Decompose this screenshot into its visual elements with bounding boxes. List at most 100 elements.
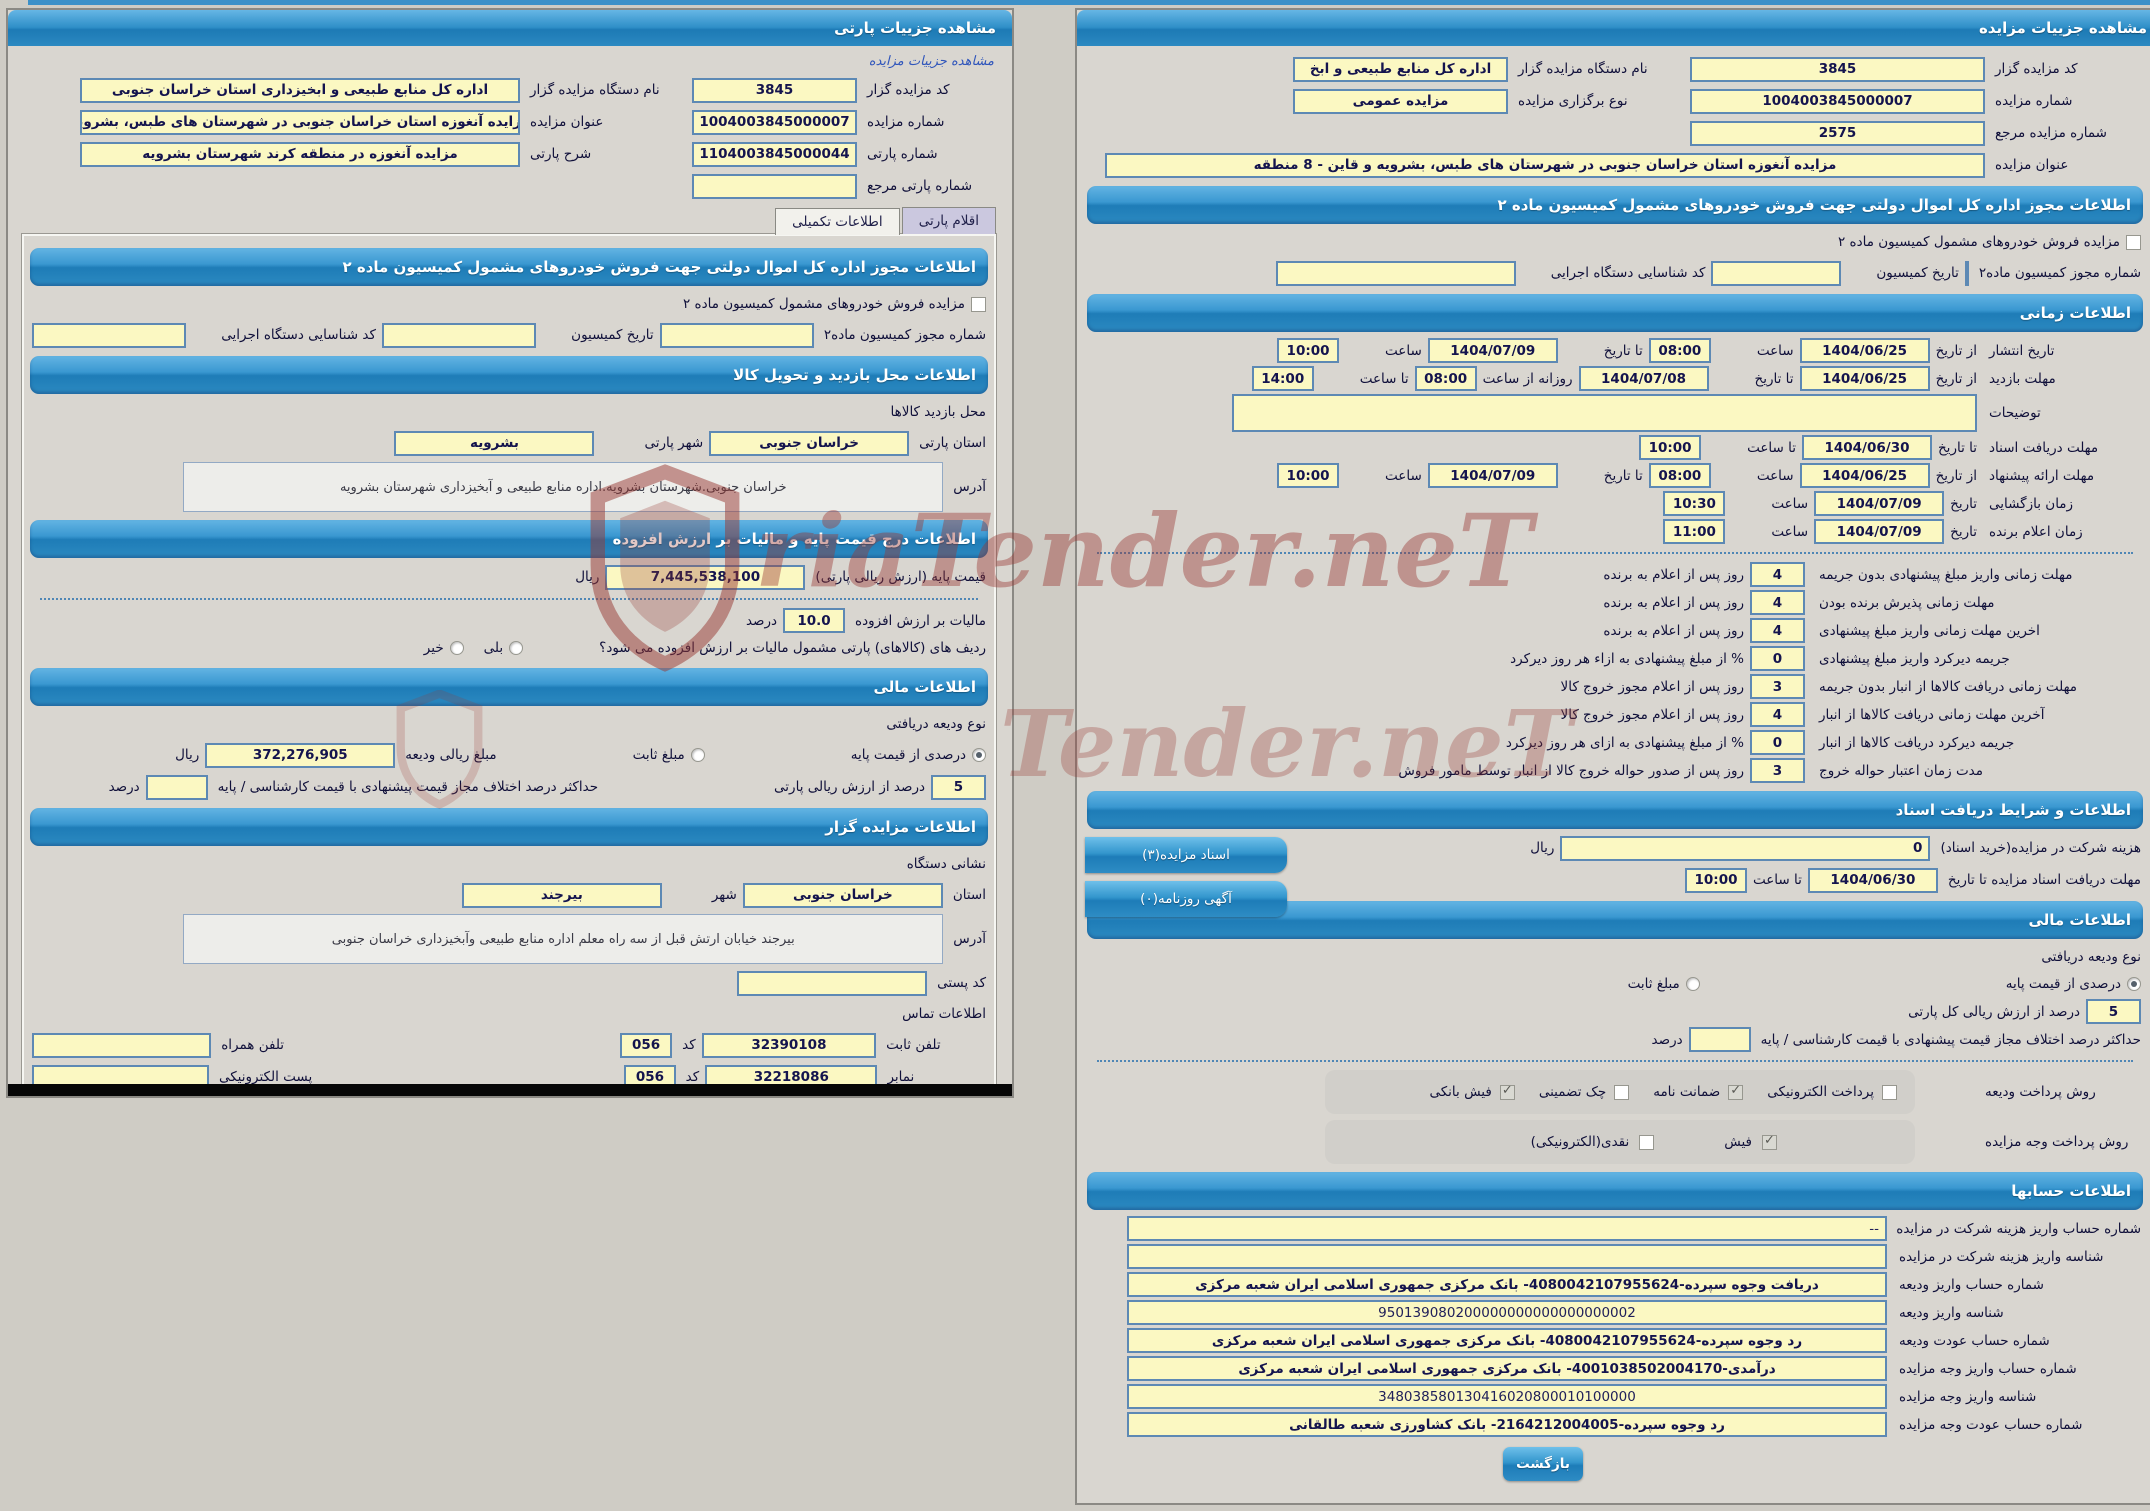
visit-daily-hour[interactable]: 08:00 <box>1414 366 1477 391</box>
tab-additional-info[interactable]: اطلاعات تکمیلی <box>775 208 900 235</box>
auctioneer-code-field[interactable]: 3845 <box>692 77 857 103</box>
account-field[interactable]: 950139080200000000000000000002 <box>1127 1300 1887 1325</box>
r-deposit-fixed-radio[interactable] <box>1685 977 1700 991</box>
account-field[interactable]: 348038580130416020800010100000 <box>1127 1384 1887 1409</box>
party-desc-field[interactable]: مزایده آنغوزه در منطقه کرند شهرستان بشرو… <box>80 141 520 167</box>
visit-from-date[interactable]: 1404/06/25 <box>1799 366 1930 391</box>
r-deposit-percent-field[interactable]: 5 <box>2086 999 2141 1024</box>
commission-date-field[interactable] <box>381 322 537 348</box>
pay-slip-checkbox[interactable] <box>1762 1133 1777 1150</box>
party-city-field[interactable]: بشرویه <box>394 430 595 456</box>
offer-to-hour[interactable]: 10:00 <box>1277 463 1340 488</box>
penalty-value[interactable]: 0 <box>1750 646 1805 671</box>
penalty-value[interactable]: 3 <box>1750 674 1805 699</box>
account-field[interactable]: رد وجوه سپرده-4080042107955624- بانک مرک… <box>1127 1328 1887 1353</box>
publish-from-hour[interactable]: 08:00 <box>1648 338 1711 363</box>
auction-title-field[interactable]: مزایده آنغوزه استان خراسان جنوبی در شهرس… <box>80 109 520 135</box>
opening-date[interactable]: 1404/07/09 <box>1814 491 1945 516</box>
fax-code-field[interactable]: 056 <box>624 1064 676 1084</box>
auction-details-link[interactable]: مشاهده جزییات مزایده <box>868 54 994 69</box>
r-exec-id-field[interactable] <box>1275 260 1516 286</box>
vat-field[interactable]: 10.0 <box>783 608 846 633</box>
docs-receive-deadline-date[interactable]: 1404/06/30 <box>1807 867 1938 893</box>
r-deposit-percent-radio[interactable] <box>2127 977 2141 991</box>
docs-to-hour[interactable]: 10:00 <box>1639 435 1702 460</box>
auction-number-field[interactable]: 1004003845000007 <box>692 109 857 135</box>
party-number-field[interactable]: 1104003845000044 <box>692 141 857 167</box>
offer-from-hour[interactable]: 08:00 <box>1648 463 1711 488</box>
offer-to-date[interactable]: 1404/07/09 <box>1427 463 1558 488</box>
winner-date[interactable]: 1404/07/09 <box>1814 519 1945 544</box>
publish-to-hour[interactable]: 10:00 <box>1277 338 1340 363</box>
method-cheque-checkbox[interactable] <box>1614 1084 1630 1100</box>
account-field[interactable]: -- <box>1127 1216 1887 1241</box>
tab-party-items[interactable]: اقلام پارتی <box>901 207 996 234</box>
postal-code-field[interactable] <box>737 970 928 996</box>
deposit-fixed-radio[interactable] <box>690 748 705 762</box>
auction-documents-button[interactable]: اسناد مزایده(۳) <box>1085 837 1287 873</box>
notes-field[interactable] <box>1232 394 1977 432</box>
party-ref-field[interactable] <box>692 173 857 199</box>
agency-province-field[interactable]: خراسان جنوبی <box>742 882 943 908</box>
phone-code-field[interactable]: 056 <box>620 1032 673 1058</box>
method-guarantee-checkbox[interactable] <box>1728 1083 1744 1100</box>
party-province-field[interactable]: خراسان جنوبی <box>709 430 910 456</box>
r-auction-number-field[interactable]: 1004003845000007 <box>1690 88 1985 114</box>
fax-field[interactable]: 32218086 <box>705 1064 878 1084</box>
commission-sale-checkbox[interactable] <box>971 296 986 312</box>
auctioneer-name-field[interactable]: اداره کل منابع طبیعی و ابخیزداری استان خ… <box>80 77 520 103</box>
account-row: شماره حساب عودت وجه مزایده رد وجوه سپرده… <box>1089 1412 2141 1437</box>
account-field[interactable]: درآمدی-4001038502004170- بانک مرکزی جمهو… <box>1127 1356 1887 1381</box>
hour-label: ساعت <box>1756 342 1794 359</box>
party-address-field[interactable]: خراسان جنوبی.شهرستان بشرویه.اداره منابع … <box>183 462 944 512</box>
vat-no-radio[interactable] <box>449 641 464 655</box>
penalty-value[interactable]: 4 <box>1750 618 1805 643</box>
account-field[interactable]: دریافت وجوه سپرده-4080042107955624- بانک… <box>1127 1272 1887 1297</box>
max-diff-field[interactable] <box>145 774 208 800</box>
offer-from-date[interactable]: 1404/06/25 <box>1799 463 1930 488</box>
exec-id-field[interactable] <box>32 322 187 348</box>
method-bankslip-checkbox[interactable] <box>1499 1083 1515 1100</box>
penalty-value[interactable]: 3 <box>1750 758 1805 783</box>
winner-hour[interactable]: 11:00 <box>1663 519 1726 544</box>
method-epay-checkbox[interactable] <box>1882 1084 1897 1100</box>
participation-fee-field[interactable]: 0 <box>1560 835 1931 861</box>
newspaper-ad-button[interactable]: آگهی روزنامه(۰) <box>1085 881 1287 917</box>
r-auctioneer-name-field[interactable]: اداره کل منابع طبیعی و ابخ <box>1293 56 1508 82</box>
base-price-field[interactable]: 7,445,538,100 <box>605 564 806 590</box>
deposit-percent-field[interactable]: 5 <box>931 774 986 800</box>
r-max-diff-field[interactable] <box>1688 1027 1751 1052</box>
deposit-percent-radio[interactable] <box>972 748 986 762</box>
r-commission-date-field[interactable] <box>1711 260 1842 286</box>
penalty-value[interactable]: 0 <box>1750 730 1805 755</box>
docs-receive-deadline-hour[interactable]: 10:00 <box>1685 867 1747 893</box>
publish-to-date[interactable]: 1404/07/09 <box>1427 338 1558 363</box>
pay-cash-checkbox[interactable] <box>1639 1134 1655 1150</box>
docs-to-date[interactable]: 1404/06/30 <box>1801 435 1932 460</box>
r-ref-number-field[interactable]: 2575 <box>1690 120 1985 146</box>
permit-number-field[interactable] <box>659 322 814 348</box>
vat-yes-radio[interactable] <box>509 641 524 655</box>
account-field[interactable] <box>1127 1244 1887 1269</box>
penalty-value[interactable]: 4 <box>1750 590 1805 615</box>
r-commission-sale-checkbox[interactable] <box>2126 234 2141 250</box>
mobile-field[interactable] <box>32 1032 212 1058</box>
r-auction-type-field[interactable]: مزایده عمومی <box>1293 88 1508 114</box>
r-auctioneer-code-field[interactable]: 3845 <box>1690 56 1985 82</box>
agency-city-field[interactable]: بیرجند <box>461 882 662 908</box>
opening-hour[interactable]: 10:30 <box>1663 491 1726 516</box>
visit-until-hour[interactable]: 14:00 <box>1251 366 1314 391</box>
dotted-separator <box>40 598 978 600</box>
penalty-value[interactable]: 4 <box>1750 702 1805 727</box>
agency-address-field[interactable]: بیرجند خیابان ارتش قبل از سه راه معلم اد… <box>183 914 944 964</box>
visit-to-date[interactable]: 1404/07/08 <box>1578 366 1709 391</box>
email-field[interactable] <box>32 1064 209 1084</box>
phone-field[interactable]: 32390108 <box>701 1032 877 1058</box>
publish-from-date[interactable]: 1404/06/25 <box>1799 338 1930 363</box>
account-field[interactable]: رد وجوه سپرده-2164212004005- بانک کشاورز… <box>1127 1412 1887 1437</box>
back-button[interactable]: بازگشت <box>1503 1447 1583 1481</box>
deposit-amount-field[interactable]: 372,276,905 <box>205 742 396 768</box>
penalty-value[interactable]: 4 <box>1750 562 1805 587</box>
r-auction-title-field[interactable]: مزایده آنغوزه استان خراسان جنوبی در شهرس… <box>1105 152 1985 178</box>
r-permit-number-field[interactable] <box>1964 260 1969 286</box>
